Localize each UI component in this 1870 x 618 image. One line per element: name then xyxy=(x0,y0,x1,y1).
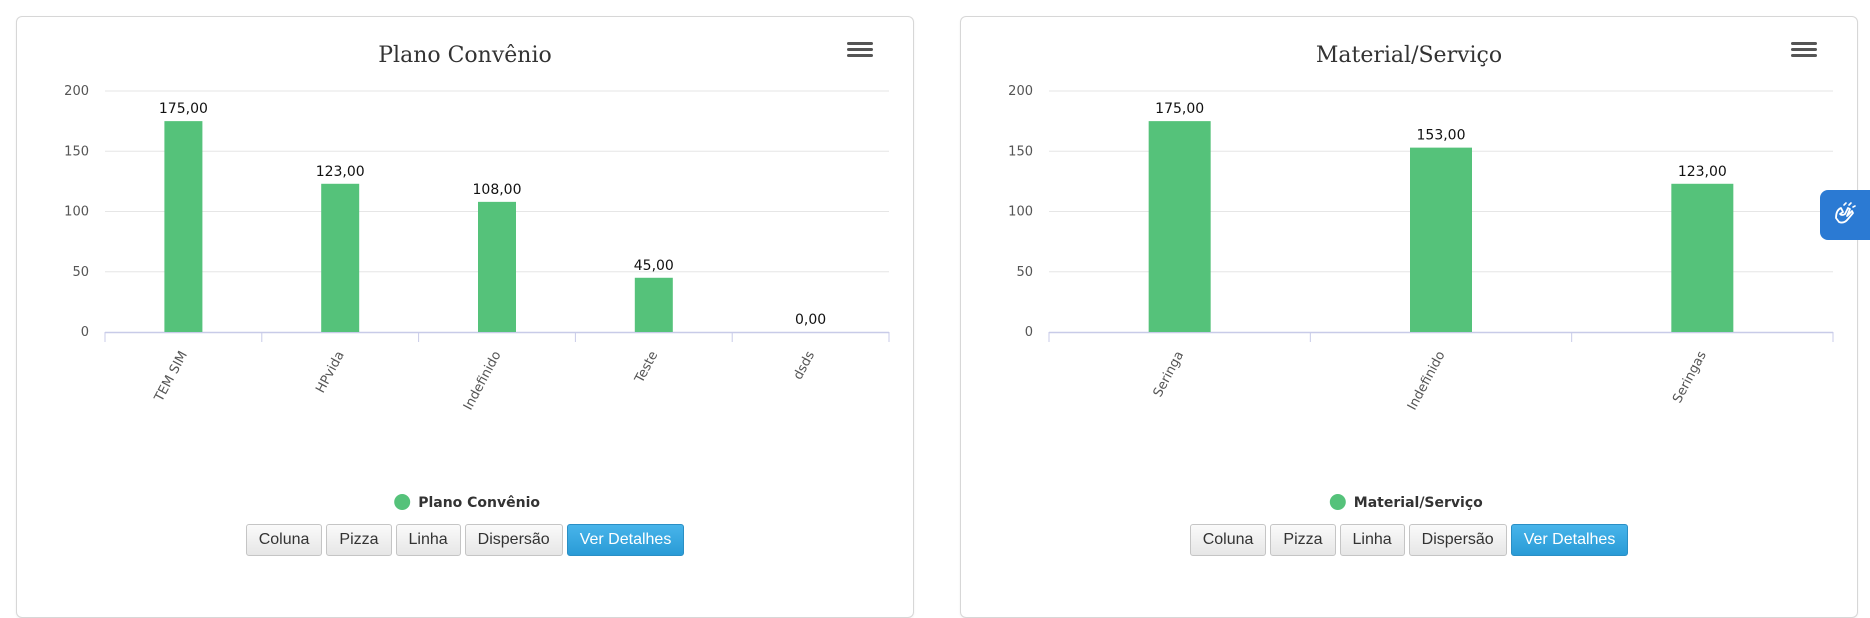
x-category-label: Seringa xyxy=(1151,349,1188,400)
data-label: 123,00 xyxy=(316,164,365,180)
x-category-label: Seringas xyxy=(1670,349,1710,406)
chart-type-buttons: Coluna Pizza Linha Dispersão Ver Detalhe… xyxy=(17,524,913,556)
bar xyxy=(1671,183,1734,332)
accessibility-widget[interactable] xyxy=(1820,190,1870,240)
bar xyxy=(1148,121,1211,332)
coluna-button[interactable]: Coluna xyxy=(245,524,323,556)
bar xyxy=(478,201,516,332)
ver-detalhes-button[interactable]: Ver Detalhes xyxy=(1510,524,1629,556)
sign-language-hands-icon xyxy=(1835,202,1856,224)
x-category-label: Indefinido xyxy=(1405,349,1449,413)
y-tick-label: 200 xyxy=(64,84,89,99)
y-tick-label: 100 xyxy=(64,205,89,220)
data-label: 175,00 xyxy=(159,101,208,117)
chart-menu-icon[interactable] xyxy=(847,39,873,61)
coluna-button[interactable]: Coluna xyxy=(1189,524,1267,556)
data-label: 108,00 xyxy=(473,182,522,198)
y-tick-label: 50 xyxy=(1016,265,1033,280)
data-label: 0,00 xyxy=(795,312,826,328)
y-tick-label: 50 xyxy=(72,265,89,280)
y-tick-label: 200 xyxy=(1008,84,1033,99)
y-tick-label: 0 xyxy=(1025,325,1033,340)
bar-chart-material-servico: Material/Serviço 0 50 100 150 200 175,00 Sering… xyxy=(1008,43,1834,511)
bar-chart-plano-convenio: Plano Convênio 0 50 100 150 200 175,00 TEM SIM 1… xyxy=(64,43,890,511)
linha-button[interactable]: Linha xyxy=(1339,524,1405,556)
legend-marker xyxy=(1329,494,1346,510)
bar xyxy=(1410,147,1472,332)
chart-title: Plano Convênio xyxy=(378,43,552,68)
legend-label: Plano Convênio xyxy=(418,495,540,511)
x-category-label: Indefinido xyxy=(461,349,505,413)
pizza-button[interactable]: Pizza xyxy=(326,524,392,556)
y-tick-label: 0 xyxy=(81,325,89,340)
y-tick-label: 150 xyxy=(64,144,89,159)
y-tick-label: 150 xyxy=(1008,144,1033,159)
data-label: 175,00 xyxy=(1155,101,1204,117)
legend-marker xyxy=(394,494,411,510)
bar xyxy=(321,183,360,332)
chart-title: Material/Serviço xyxy=(1316,43,1502,68)
chart-panel-plano-convenio: Plano Convênio 0 50 100 150 200 175,00 TEM SIM 1… xyxy=(16,16,914,618)
linha-button[interactable]: Linha xyxy=(395,524,461,556)
x-category-label: Teste xyxy=(632,349,661,387)
dispersao-button[interactable]: Dispersão xyxy=(464,524,563,556)
data-label: 45,00 xyxy=(634,258,674,274)
data-label: 153,00 xyxy=(1417,128,1466,144)
chart-type-buttons: Coluna Pizza Linha Dispersão Ver Detalhe… xyxy=(961,524,1857,556)
bar xyxy=(634,277,673,332)
x-category-label: TEM SIM xyxy=(151,349,190,405)
y-tick-label: 100 xyxy=(1008,205,1033,220)
data-label: 123,00 xyxy=(1678,164,1727,180)
legend-label: Material/Serviço xyxy=(1354,495,1483,511)
pizza-button[interactable]: Pizza xyxy=(1270,524,1336,556)
dispersao-button[interactable]: Dispersão xyxy=(1408,524,1507,556)
chart-menu-icon[interactable] xyxy=(1791,39,1817,61)
x-category-label: dsds xyxy=(791,349,818,383)
chart-panel-material-servico: Material/Serviço 0 50 100 150 200 175,00 Sering… xyxy=(960,16,1858,618)
ver-detalhes-button[interactable]: Ver Detalhes xyxy=(566,524,685,556)
x-category-label: HPvida xyxy=(313,349,347,396)
bar xyxy=(164,121,203,332)
